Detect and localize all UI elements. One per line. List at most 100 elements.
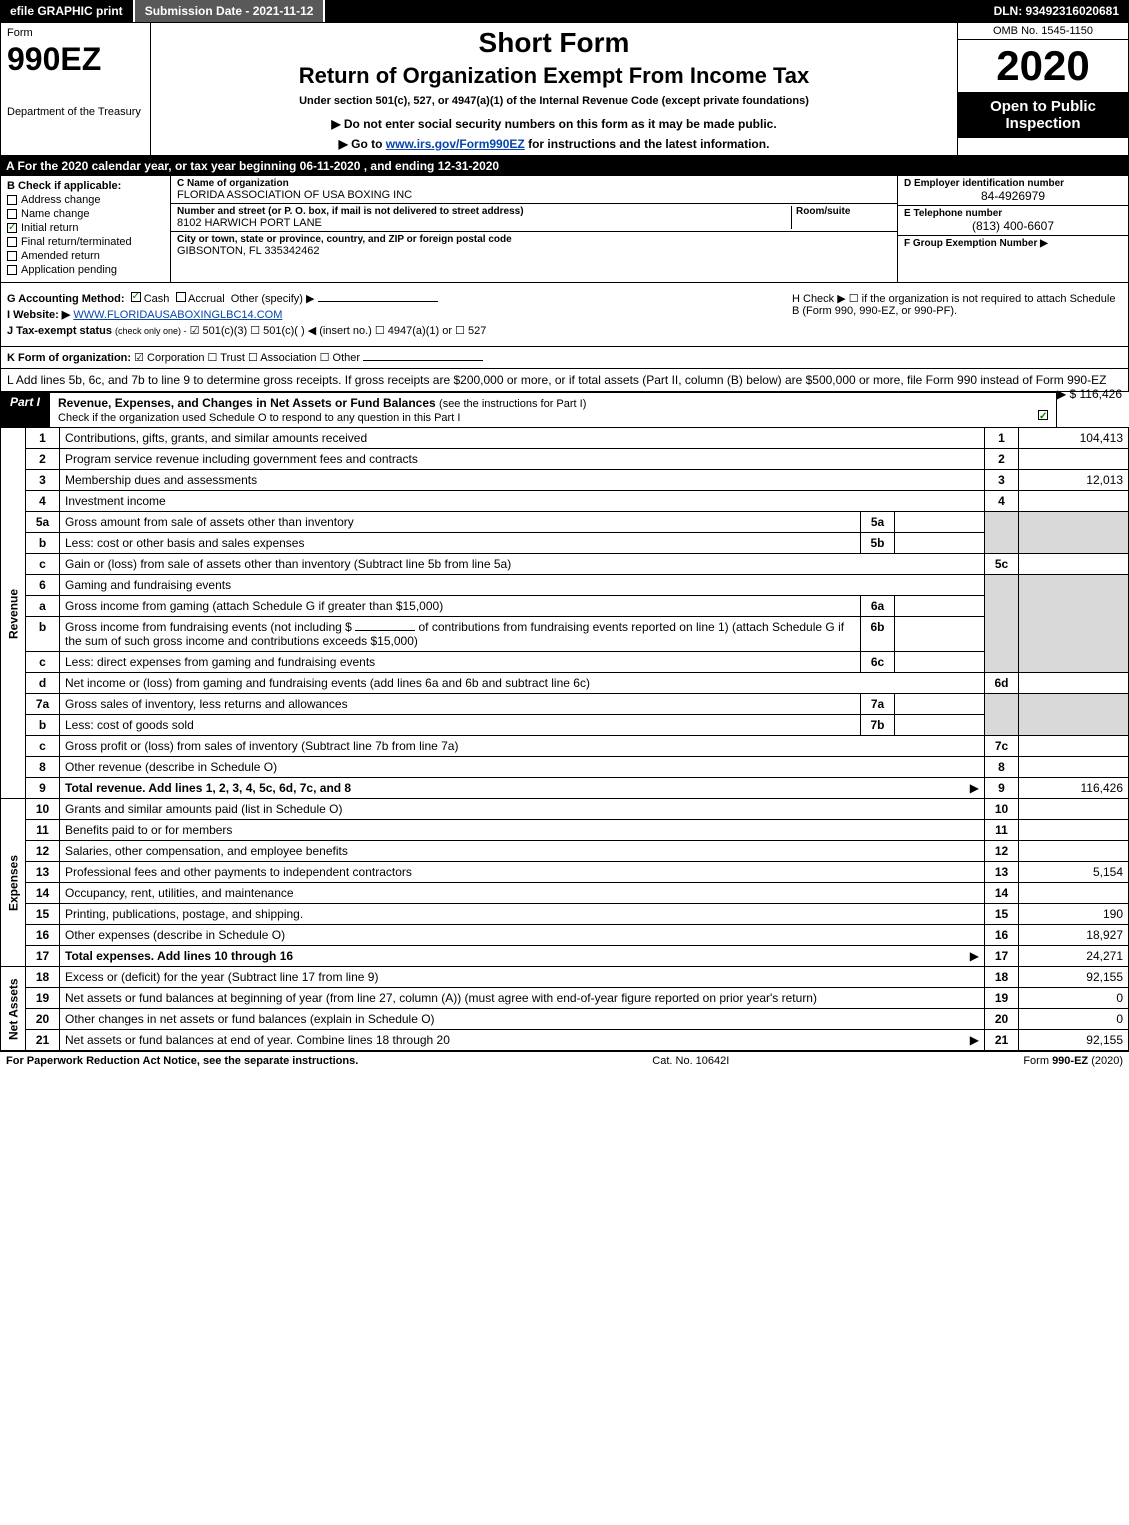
dept-label: Department of the Treasury [7,106,144,118]
checkbox-icon[interactable] [176,292,186,302]
checkbox-icon [7,209,17,219]
chk-initial-return[interactable]: Initial return [7,222,164,234]
line-amount: 92,155 [1019,967,1129,988]
line-desc: Professional fees and other payments to … [60,862,985,883]
checkbox-icon [7,251,17,261]
line-num: c [26,652,60,673]
line-desc: Gross income from gaming (attach Schedul… [60,596,861,617]
line-num: 4 [26,491,60,512]
line-desc: Grants and similar amounts paid (list in… [60,799,985,820]
j-note: (check only one) - [115,326,187,336]
line-num: 6 [26,575,60,596]
org-name-label: C Name of organization [177,178,891,189]
city-label: City or town, state or province, country… [177,234,891,245]
line-amount: 18,927 [1019,925,1129,946]
box-def: D Employer identification number 84-4926… [898,176,1128,282]
line-subamt [895,596,985,617]
line-num: 7a [26,694,60,715]
line-amount: 24,271 [1019,946,1129,967]
line-num: 17 [26,946,60,967]
chk-address-change[interactable]: Address change [7,194,164,206]
line-colnum: 19 [985,988,1019,1009]
part1-table: Revenue 1 Contributions, gifts, grants, … [0,427,1129,1051]
goto-prefix: ▶ Go to [339,137,386,151]
line-desc: Gross sales of inventory, less returns a… [60,694,861,715]
line-num: 21 [26,1030,60,1051]
line-amount: 12,013 [1019,470,1129,491]
chk-application-pending[interactable]: Application pending [7,264,164,276]
line-colnum: 10 [985,799,1019,820]
grey-cell [1019,575,1129,673]
line-desc: Salaries, other compensation, and employ… [60,841,985,862]
line-colnum: 16 [985,925,1019,946]
efile-print-button[interactable]: efile GRAPHIC print [0,0,135,22]
line-colnum: 2 [985,449,1019,470]
k-other-input[interactable] [363,360,483,361]
line-desc-pre: Gross income from fundraising events (no… [65,620,352,634]
line-colnum: 4 [985,491,1019,512]
line-amount [1019,841,1129,862]
ein-label: D Employer identification number [904,178,1122,189]
website-link[interactable]: WWW.FLORIDAUSABOXINGLBC14.COM [73,309,282,321]
checkbox-icon[interactable] [1038,410,1048,420]
line-colnum: 15 [985,904,1019,925]
g-other-input[interactable] [318,301,438,302]
line-desc: Gaming and fundraising events [60,575,985,596]
g-other: Other (specify) ▶ [231,293,315,305]
dln-label: DLN: 93492316020681 [984,0,1129,22]
chk-final-return[interactable]: Final return/terminated [7,236,164,248]
line-desc: Net assets or fund balances at end of ye… [60,1030,985,1051]
line-desc: Gross profit or (loss) from sales of inv… [60,736,985,757]
subtitle: Under section 501(c), 527, or 4947(a)(1)… [157,95,951,107]
contrib-input[interactable] [355,630,415,631]
line-subamt [895,533,985,554]
line-desc: Contributions, gifts, grants, and simila… [60,428,985,449]
line-amount [1019,820,1129,841]
line-subnum: 5a [861,512,895,533]
box-b: B Check if applicable: Address change Na… [1,176,171,282]
line-desc: Less: cost of goods sold [60,715,861,736]
chk-label: Final return/terminated [21,236,132,248]
line-amount [1019,799,1129,820]
part1-title-text: Revenue, Expenses, and Changes in Net As… [58,396,436,410]
form-id-block: Form 990EZ Department of the Treasury [1,23,151,155]
submission-date-button[interactable]: Submission Date - 2021-11-12 [135,0,326,22]
grey-cell [1019,512,1129,554]
line-colnum: 8 [985,757,1019,778]
line-desc: Total revenue. Add lines 1, 2, 3, 4, 5c,… [60,778,985,799]
line-desc: Net assets or fund balances at beginning… [60,988,985,1009]
j-options: ☑ 501(c)(3) ☐ 501(c)( ) ◀ (insert no.) ☐… [190,325,487,337]
addr-value: 8102 HARWICH PORT LANE [177,217,791,229]
line-h: H Check ▶ ☐ if the organization is not r… [792,292,1122,317]
line-desc: Occupancy, rent, utilities, and maintena… [60,883,985,904]
line-amount [1019,736,1129,757]
box-b-label: B Check if applicable: [7,180,164,192]
line-subnum: 6c [861,652,895,673]
line-amount: 190 [1019,904,1129,925]
form-year-block: OMB No. 1545-1150 2020 Open to Public In… [958,23,1128,155]
line-subamt [895,512,985,533]
line-num: c [26,736,60,757]
line-subnum: 6a [861,596,895,617]
revenue-side-label: Revenue [1,428,26,799]
netassets-side-label: Net Assets [1,967,26,1051]
public-inspection: Open to Public Inspection [958,92,1128,138]
j-label: J Tax-exempt status [7,325,112,337]
line-colnum: 1 [985,428,1019,449]
line-desc: Gross income from fundraising events (no… [60,617,861,652]
section-k: K Form of organization: ☑ Corporation ☐ … [0,347,1129,369]
footer-left: For Paperwork Reduction Act Notice, see … [6,1055,358,1067]
chk-name-change[interactable]: Name change [7,208,164,220]
line-desc: Program service revenue including govern… [60,449,985,470]
chk-label: Name change [21,208,90,220]
box-c: C Name of organization FLORIDA ASSOCIATI… [171,176,898,282]
line-colnum: 12 [985,841,1019,862]
topbar-spacer [325,0,983,22]
line-num: 9 [26,778,60,799]
irs-link[interactable]: www.irs.gov/Form990EZ [386,137,525,151]
chk-amended-return[interactable]: Amended return [7,250,164,262]
line-desc: Net income or (loss) from gaming and fun… [60,673,985,694]
grey-cell [1019,694,1129,736]
checkbox-icon[interactable] [131,292,141,302]
line-desc: Printing, publications, postage, and shi… [60,904,985,925]
